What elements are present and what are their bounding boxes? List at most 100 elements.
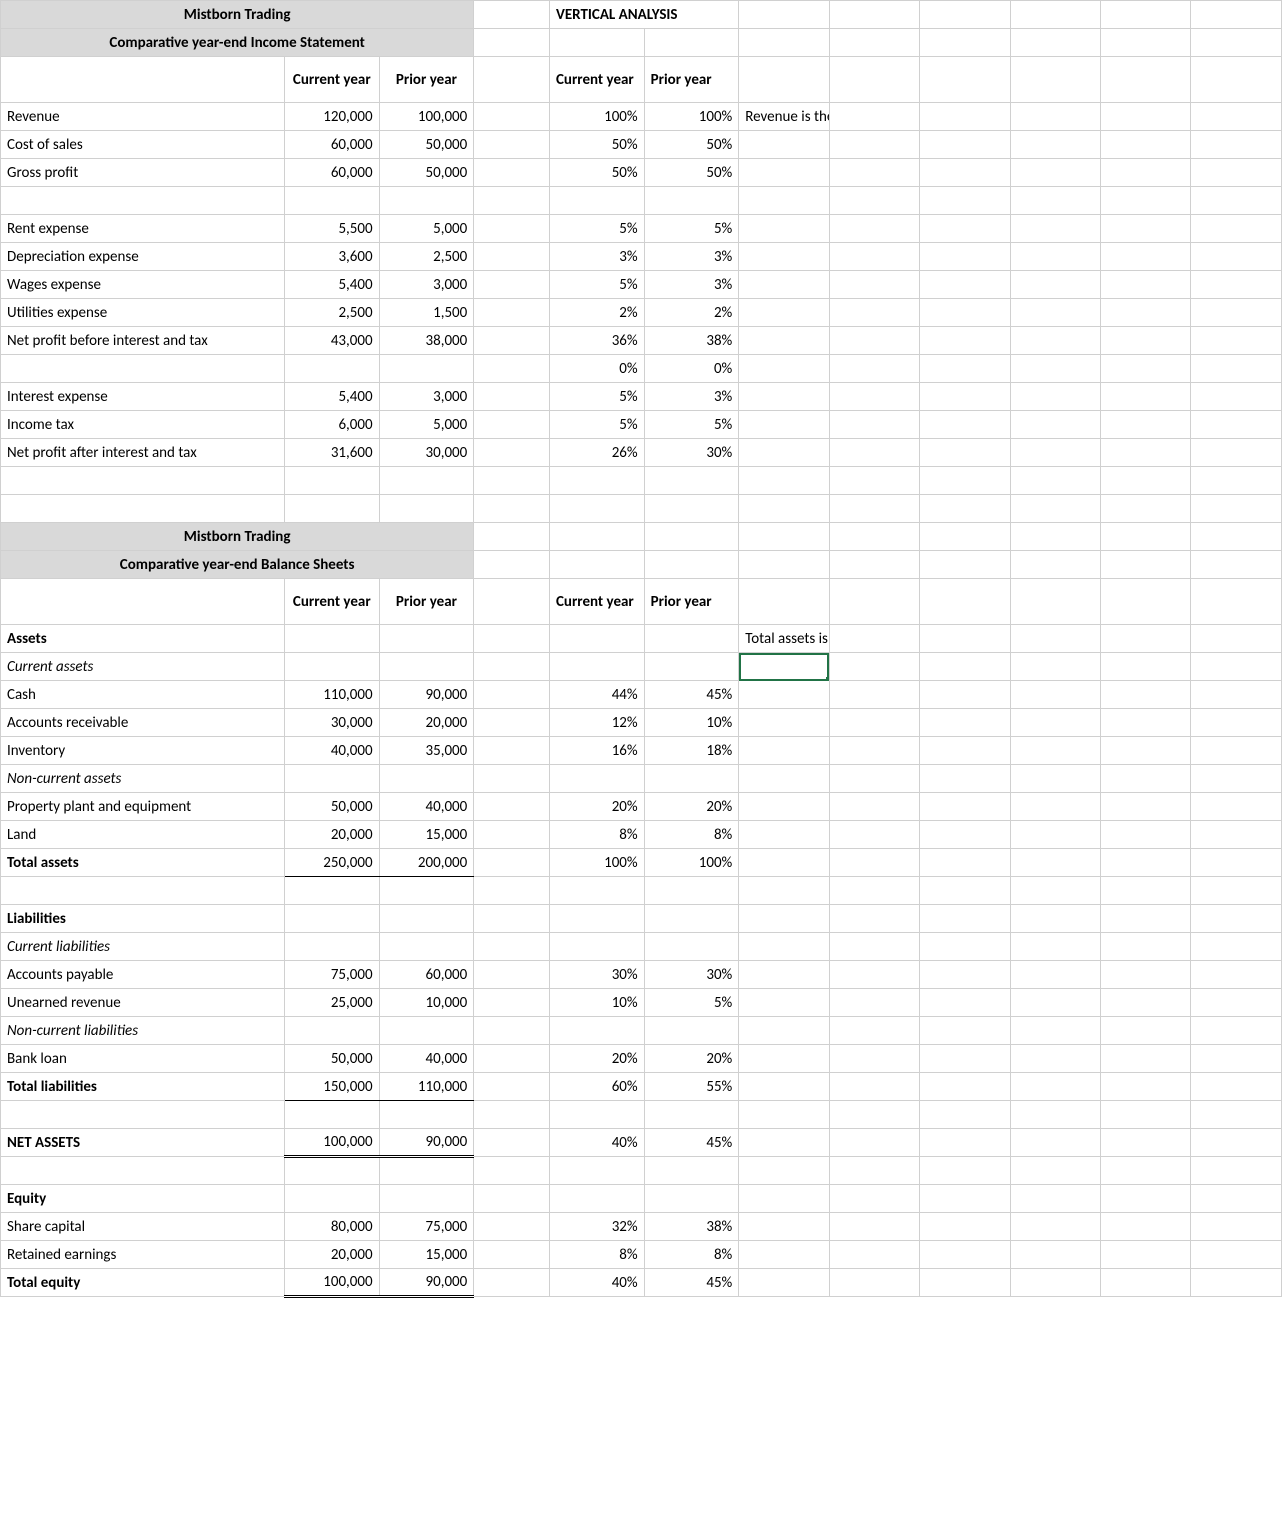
cell[interactable] xyxy=(739,57,829,103)
cell-cy-pct[interactable] xyxy=(549,653,644,681)
cell-cy-pct[interactable]: 5% xyxy=(549,215,644,243)
cell[interactable] xyxy=(739,1045,829,1073)
cell-py[interactable]: 5,000 xyxy=(379,411,474,439)
cell[interactable] xyxy=(1010,467,1100,495)
cell[interactable] xyxy=(1101,681,1191,709)
row-label[interactable]: Total assets xyxy=(1,849,285,877)
cell[interactable] xyxy=(920,579,1010,625)
cell[interactable] xyxy=(739,411,829,439)
cell[interactable] xyxy=(829,383,919,411)
cell-py-pct[interactable]: 10% xyxy=(644,709,739,737)
cell[interactable] xyxy=(920,1045,1010,1073)
cell[interactable] xyxy=(1101,299,1191,327)
col-current-year-pct[interactable]: Current year xyxy=(549,57,644,103)
cell[interactable] xyxy=(1101,989,1191,1017)
cell[interactable] xyxy=(920,327,1010,355)
cell[interactable] xyxy=(1010,439,1100,467)
cell[interactable] xyxy=(920,439,1010,467)
cell[interactable] xyxy=(379,1101,474,1129)
row-label[interactable]: Current assets xyxy=(1,653,285,681)
cell[interactable] xyxy=(1010,271,1100,299)
cell[interactable] xyxy=(1191,793,1282,821)
cell[interactable] xyxy=(920,495,1010,523)
cell[interactable] xyxy=(829,1,919,29)
cell-py[interactable]: 90,000 xyxy=(379,1269,474,1297)
cell[interactable] xyxy=(1101,215,1191,243)
cell[interactable] xyxy=(474,187,550,215)
cell[interactable] xyxy=(474,849,550,877)
cell[interactable] xyxy=(379,495,474,523)
cell[interactable] xyxy=(920,215,1010,243)
col-prior-year-pct[interactable]: Prior year xyxy=(644,579,739,625)
cell-py-pct[interactable]: 20% xyxy=(644,1045,739,1073)
cell[interactable] xyxy=(644,551,739,579)
cell[interactable] xyxy=(1010,495,1100,523)
cell-py-pct[interactable]: 3% xyxy=(644,243,739,271)
cell[interactable] xyxy=(474,821,550,849)
cell-cy[interactable]: 250,000 xyxy=(284,849,379,877)
cell[interactable] xyxy=(829,495,919,523)
cell[interactable] xyxy=(1191,383,1282,411)
cell[interactable] xyxy=(1101,243,1191,271)
cell[interactable] xyxy=(920,793,1010,821)
cell[interactable] xyxy=(920,905,1010,933)
cell[interactable] xyxy=(1101,495,1191,523)
cell[interactable] xyxy=(829,299,919,327)
cell-py-pct[interactable]: 20% xyxy=(644,793,739,821)
cell-cy-pct[interactable] xyxy=(549,1017,644,1045)
cell[interactable] xyxy=(1010,355,1100,383)
cell[interactable] xyxy=(1101,933,1191,961)
spreadsheet[interactable]: Mistborn TradingVERTICAL ANALYSISCompara… xyxy=(0,0,1282,1298)
row-label[interactable]: Interest expense xyxy=(1,383,285,411)
cell[interactable] xyxy=(739,1269,829,1297)
cell-py[interactable] xyxy=(379,905,474,933)
cell[interactable] xyxy=(1101,1213,1191,1241)
cell-cy[interactable]: 5,400 xyxy=(284,271,379,299)
cell[interactable] xyxy=(829,905,919,933)
cell[interactable] xyxy=(1101,1045,1191,1073)
cell[interactable] xyxy=(1191,625,1282,653)
cell[interactable] xyxy=(829,625,919,653)
row-label[interactable]: Inventory xyxy=(1,737,285,765)
cell[interactable] xyxy=(1191,821,1282,849)
cell-py[interactable]: 3,000 xyxy=(379,271,474,299)
cell-cy[interactable]: 5,400 xyxy=(284,383,379,411)
cell[interactable] xyxy=(1191,215,1282,243)
cell-cy[interactable]: 50,000 xyxy=(284,793,379,821)
cell-py-pct[interactable]: 38% xyxy=(644,327,739,355)
cell[interactable] xyxy=(1101,29,1191,57)
cell-py-pct[interactable] xyxy=(644,933,739,961)
cell-cy-pct[interactable]: 12% xyxy=(549,709,644,737)
cell[interactable] xyxy=(739,355,829,383)
cell-py-pct[interactable]: 45% xyxy=(644,1269,739,1297)
cell[interactable] xyxy=(1191,1101,1282,1129)
cell[interactable] xyxy=(474,57,550,103)
cell[interactable] xyxy=(549,1157,644,1185)
cell[interactable] xyxy=(284,877,379,905)
cell[interactable] xyxy=(1191,103,1282,131)
row-label[interactable]: Revenue xyxy=(1,103,285,131)
cell[interactable] xyxy=(829,355,919,383)
cell[interactable] xyxy=(920,355,1010,383)
cell[interactable] xyxy=(1,877,285,905)
cell[interactable] xyxy=(920,821,1010,849)
cell[interactable] xyxy=(739,29,829,57)
cell[interactable] xyxy=(284,467,379,495)
note-balance[interactable]: Total assets is the base for the Balance… xyxy=(739,625,829,653)
cell[interactable] xyxy=(920,681,1010,709)
cell-cy-pct[interactable]: 26% xyxy=(549,439,644,467)
cell[interactable] xyxy=(829,29,919,57)
cell[interactable] xyxy=(474,355,550,383)
cell[interactable] xyxy=(1010,1157,1100,1185)
cell-cy-pct[interactable]: 100% xyxy=(549,103,644,131)
cell[interactable] xyxy=(920,737,1010,765)
cell[interactable] xyxy=(829,1101,919,1129)
cell-cy[interactable] xyxy=(284,355,379,383)
cell[interactable] xyxy=(474,215,550,243)
cell[interactable] xyxy=(1010,905,1100,933)
cell-py-pct[interactable]: 45% xyxy=(644,681,739,709)
cell[interactable] xyxy=(920,1101,1010,1129)
cell[interactable] xyxy=(549,877,644,905)
row-label[interactable]: Net profit after interest and tax xyxy=(1,439,285,467)
cell[interactable] xyxy=(549,495,644,523)
